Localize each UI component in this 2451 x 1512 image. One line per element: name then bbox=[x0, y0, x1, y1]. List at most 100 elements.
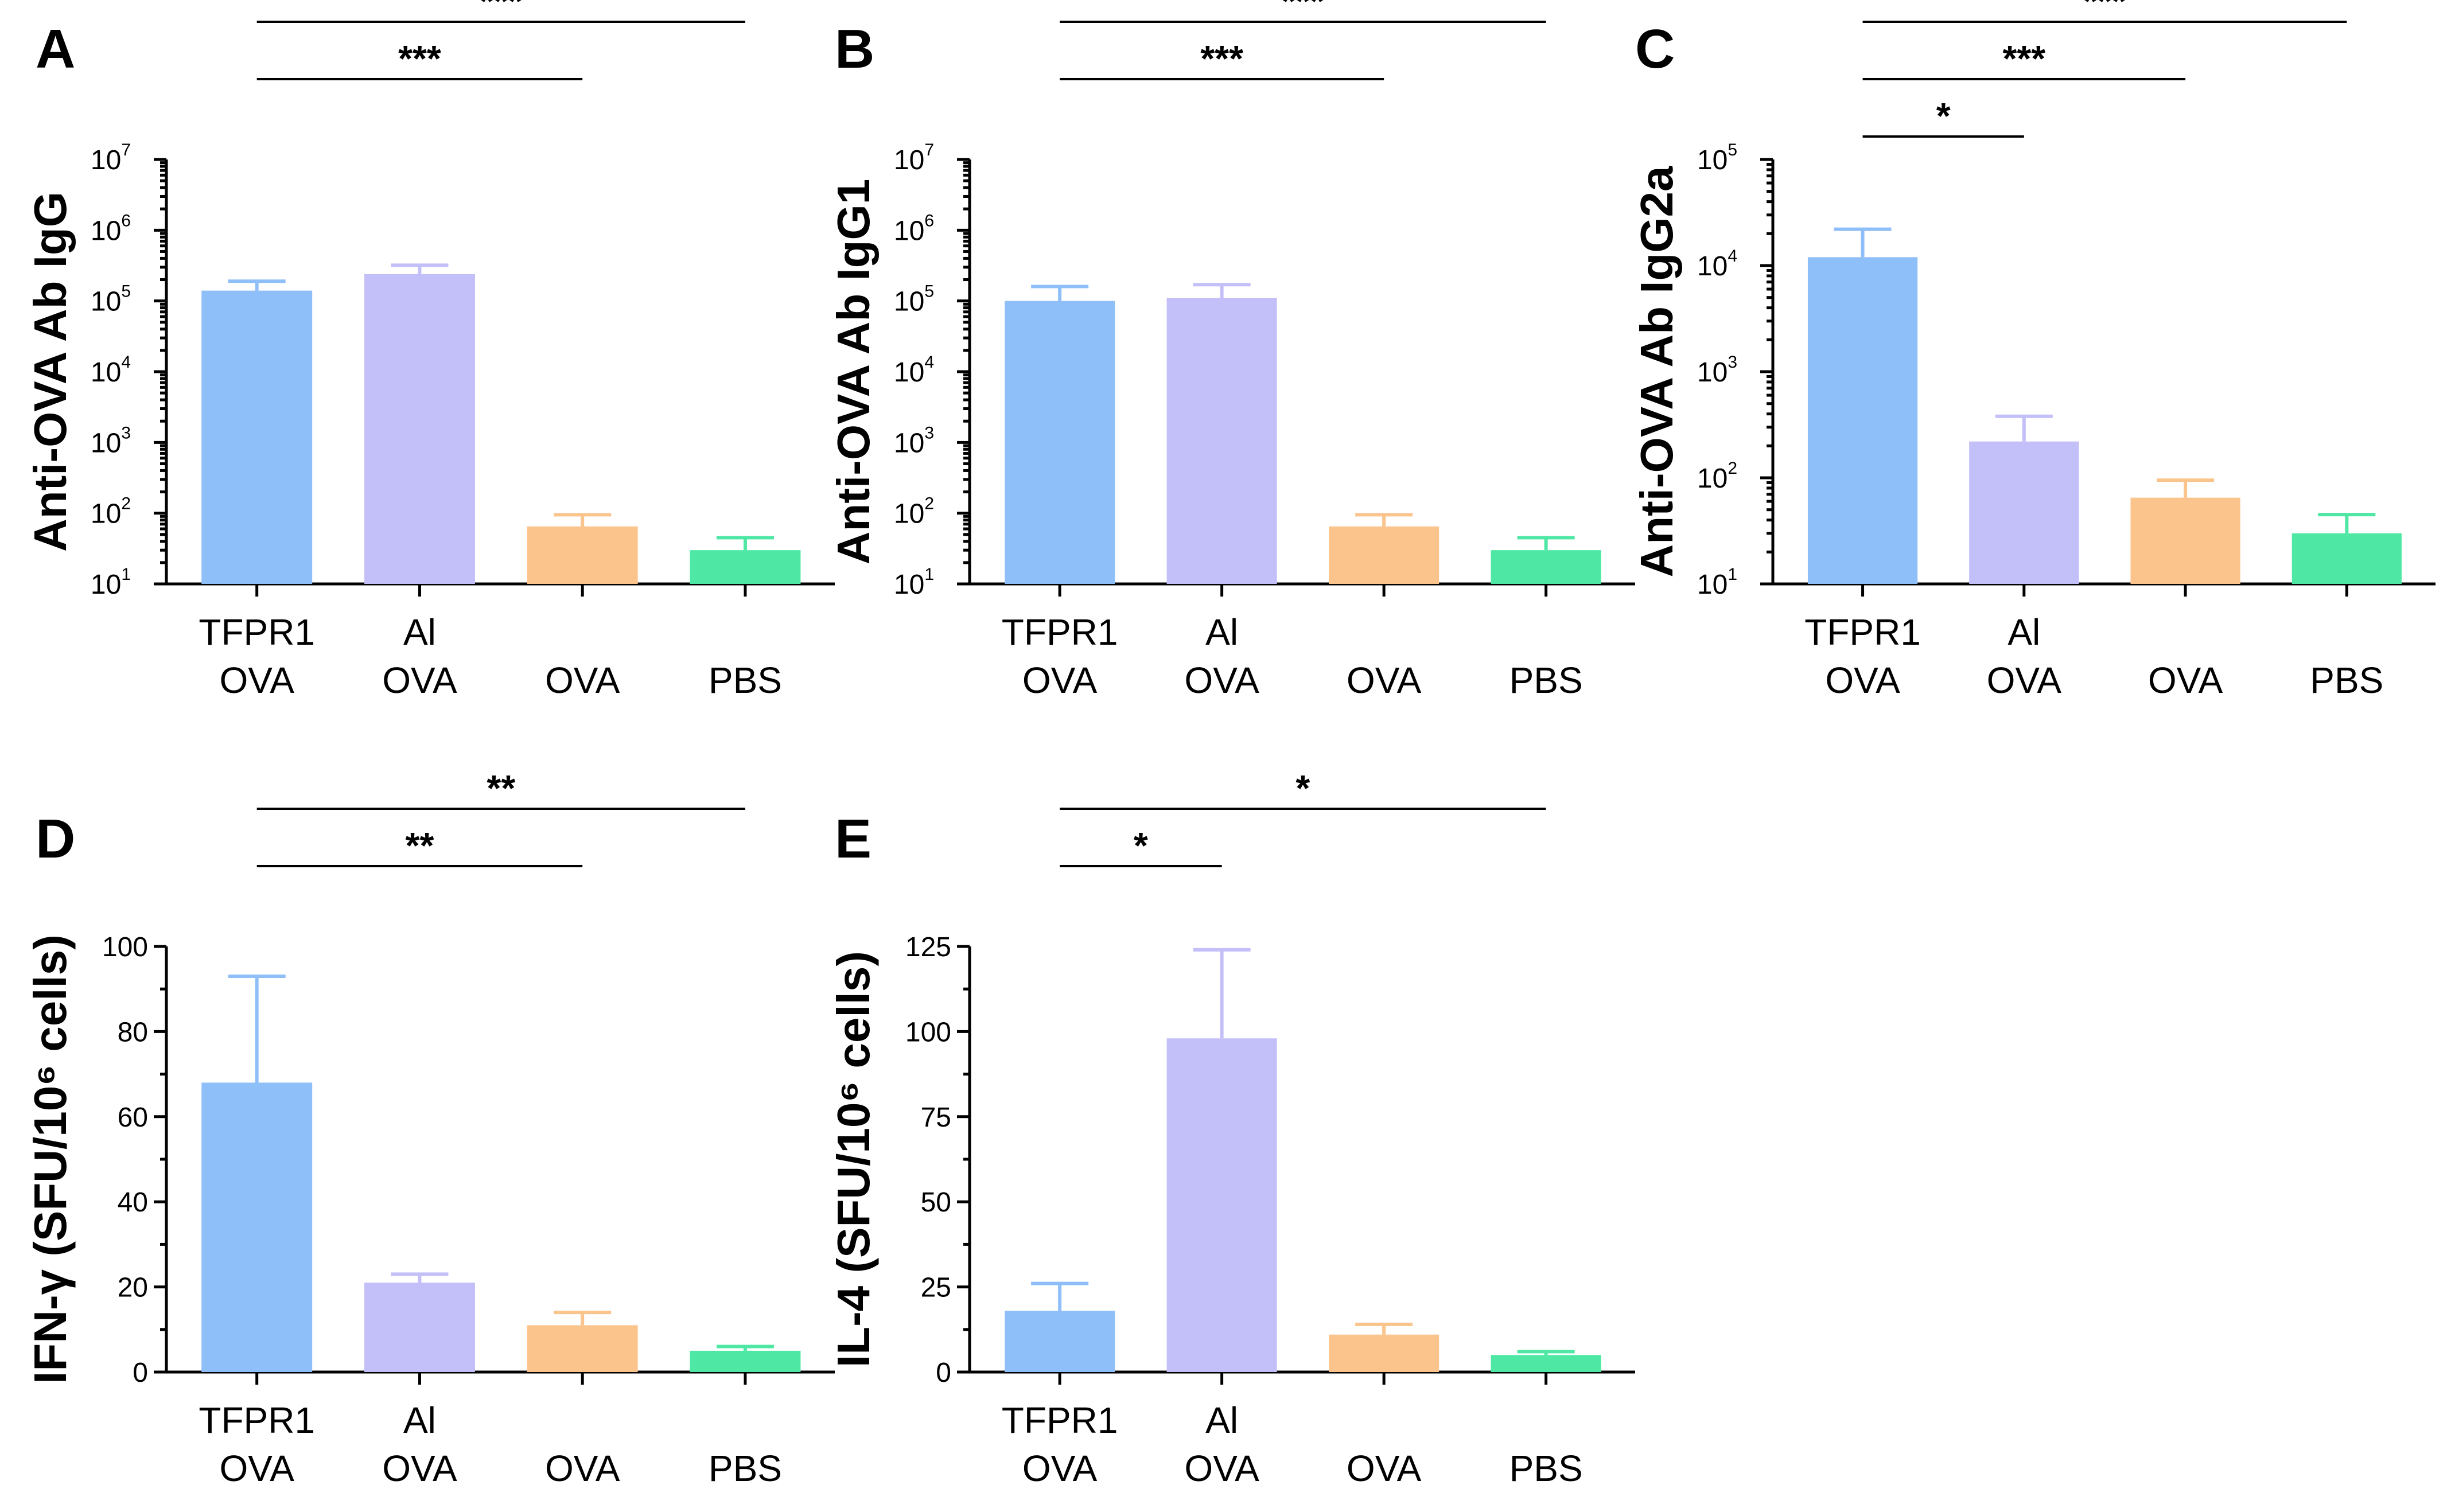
y-axis-label: Anti-OVA Ab IgG1 bbox=[828, 179, 879, 565]
significance-label: * bbox=[1295, 767, 1310, 809]
y-tick-label: 104 bbox=[894, 353, 934, 388]
x-tick-label: TFPR1 bbox=[199, 611, 315, 653]
x-tick-label: PBS bbox=[1509, 1448, 1583, 1489]
y-tick-label: 105 bbox=[91, 282, 131, 317]
x-tick-label: OVA bbox=[1184, 1448, 1259, 1489]
x-tick-label: OVA bbox=[1987, 660, 2062, 701]
bar bbox=[1969, 441, 2079, 584]
y-tick-label: 105 bbox=[894, 282, 934, 317]
panel-letter: B bbox=[835, 18, 874, 80]
y-tick-label: 50 bbox=[921, 1187, 951, 1218]
x-tick-label: OVA bbox=[545, 660, 620, 701]
panel-letter: D bbox=[36, 808, 75, 870]
y-tick-label: 106 bbox=[91, 211, 131, 246]
significance-label: ** bbox=[406, 825, 434, 866]
x-tick-label: OVA bbox=[2148, 660, 2223, 701]
bar bbox=[201, 1082, 313, 1372]
bar bbox=[1807, 257, 1918, 584]
x-tick-label: OVA bbox=[382, 1448, 457, 1489]
significance-label: * bbox=[1134, 825, 1148, 866]
y-tick-label: 101 bbox=[894, 565, 934, 600]
y-tick-label: 60 bbox=[118, 1102, 148, 1133]
x-tick-label: PBS bbox=[2310, 660, 2383, 701]
x-tick-label: OVA bbox=[1347, 1448, 1422, 1489]
y-tick-label: 106 bbox=[894, 211, 934, 246]
x-tick-label: TFPR1 bbox=[1804, 611, 1921, 653]
bar bbox=[1005, 301, 1115, 584]
y-tick-label: 102 bbox=[894, 494, 934, 529]
panel-a: A Anti-OVA Ab IgG 101 102 103 104 105 106 107 TFP… bbox=[25, 0, 835, 701]
y-tick-label: 75 bbox=[921, 1102, 951, 1133]
y-tick-label: 80 bbox=[118, 1017, 148, 1047]
bar bbox=[1329, 526, 1440, 584]
x-tick-label: OVA bbox=[545, 1448, 620, 1489]
x-tick-label: PBS bbox=[709, 1448, 782, 1489]
y-tick-label: 107 bbox=[894, 141, 934, 176]
bar bbox=[364, 274, 475, 584]
bar bbox=[527, 526, 638, 584]
panel-d: D IFN-γ (SFU/10⁶ cells) 0 20 40 60 80 100 TFPR1 O… bbox=[25, 767, 835, 1489]
y-tick-label: 102 bbox=[91, 494, 131, 529]
panel-b: B Anti-OVA Ab IgG1 101 102 103 104 105 106 107 TF… bbox=[828, 0, 1635, 701]
y-tick-label: 101 bbox=[91, 565, 131, 600]
panel-letter: A bbox=[36, 18, 75, 80]
significance-label: ** bbox=[487, 767, 515, 809]
y-tick-label: 100 bbox=[905, 1017, 951, 1047]
bar bbox=[364, 1283, 475, 1372]
significance-label: *** bbox=[398, 38, 441, 79]
y-tick-label: 0 bbox=[936, 1358, 951, 1388]
y-axis-label: Anti-OVA Ab IgG bbox=[25, 192, 76, 552]
bar bbox=[690, 550, 801, 584]
y-tick-label: 0 bbox=[133, 1358, 148, 1388]
significance-label: * bbox=[1936, 95, 1951, 137]
y-tick-label: 103 bbox=[91, 423, 131, 458]
panel-c: C Anti-OVA Ab IgG2a 101 102 103 104 105 TFPR1 OV… bbox=[1631, 0, 2436, 701]
y-axis-label: IL-4 (SFU/10⁶ cells) bbox=[828, 951, 879, 1367]
bar bbox=[1491, 550, 1601, 584]
y-tick-label: 104 bbox=[91, 353, 131, 388]
bar bbox=[690, 1350, 801, 1372]
bar bbox=[201, 290, 313, 584]
significance-label: *** bbox=[2083, 0, 2126, 22]
y-tick-label: 100 bbox=[102, 932, 148, 962]
y-tick-label: 20 bbox=[118, 1273, 148, 1303]
bar bbox=[1166, 1038, 1277, 1372]
y-tick-label: 105 bbox=[1697, 141, 1737, 176]
x-tick-label: PBS bbox=[1509, 660, 1583, 701]
x-tick-label: OVA bbox=[219, 1448, 294, 1489]
significance-label: *** bbox=[2002, 38, 2045, 79]
y-tick-label: 104 bbox=[1697, 247, 1737, 282]
x-tick-label: OVA bbox=[219, 660, 294, 701]
x-tick-label: PBS bbox=[709, 660, 782, 701]
x-tick-label: Al bbox=[2008, 611, 2040, 653]
y-tick-label: 103 bbox=[1697, 353, 1737, 388]
x-tick-label: OVA bbox=[1184, 660, 1259, 701]
y-axis-label: Anti-OVA Ab IgG2a bbox=[1631, 166, 1682, 578]
y-axis-label: IFN-γ (SFU/10⁶ cells) bbox=[25, 934, 76, 1384]
x-tick-label: TFPR1 bbox=[1002, 611, 1118, 653]
panel-e: E IL-4 (SFU/10⁶ cells) 0 25 50 75 100 125 TFPR1 O… bbox=[828, 767, 1635, 1489]
panel-letter: E bbox=[835, 808, 872, 870]
bar bbox=[1166, 298, 1277, 584]
x-tick-label: OVA bbox=[1825, 660, 1900, 701]
x-tick-label: OVA bbox=[1022, 660, 1098, 701]
y-tick-label: 107 bbox=[91, 141, 131, 176]
x-tick-label: OVA bbox=[382, 660, 457, 701]
x-tick-label: Al bbox=[403, 1400, 436, 1441]
x-tick-label: Al bbox=[1205, 1400, 1238, 1441]
significance-label: *** bbox=[1200, 38, 1243, 79]
bar bbox=[1005, 1311, 1115, 1372]
bar bbox=[1491, 1355, 1601, 1372]
y-tick-label: 102 bbox=[1697, 459, 1737, 494]
panel-letter: C bbox=[1635, 18, 1675, 80]
x-tick-label: TFPR1 bbox=[1002, 1400, 1118, 1441]
significance-label: *** bbox=[480, 0, 523, 22]
x-tick-label: OVA bbox=[1347, 660, 1422, 701]
y-tick-label: 25 bbox=[921, 1273, 951, 1303]
x-tick-label: TFPR1 bbox=[199, 1400, 315, 1441]
x-tick-label: Al bbox=[1205, 611, 1238, 653]
bar bbox=[2130, 497, 2240, 584]
bar bbox=[2292, 533, 2402, 584]
y-tick-label: 125 bbox=[905, 932, 951, 962]
x-tick-label: Al bbox=[403, 611, 436, 653]
